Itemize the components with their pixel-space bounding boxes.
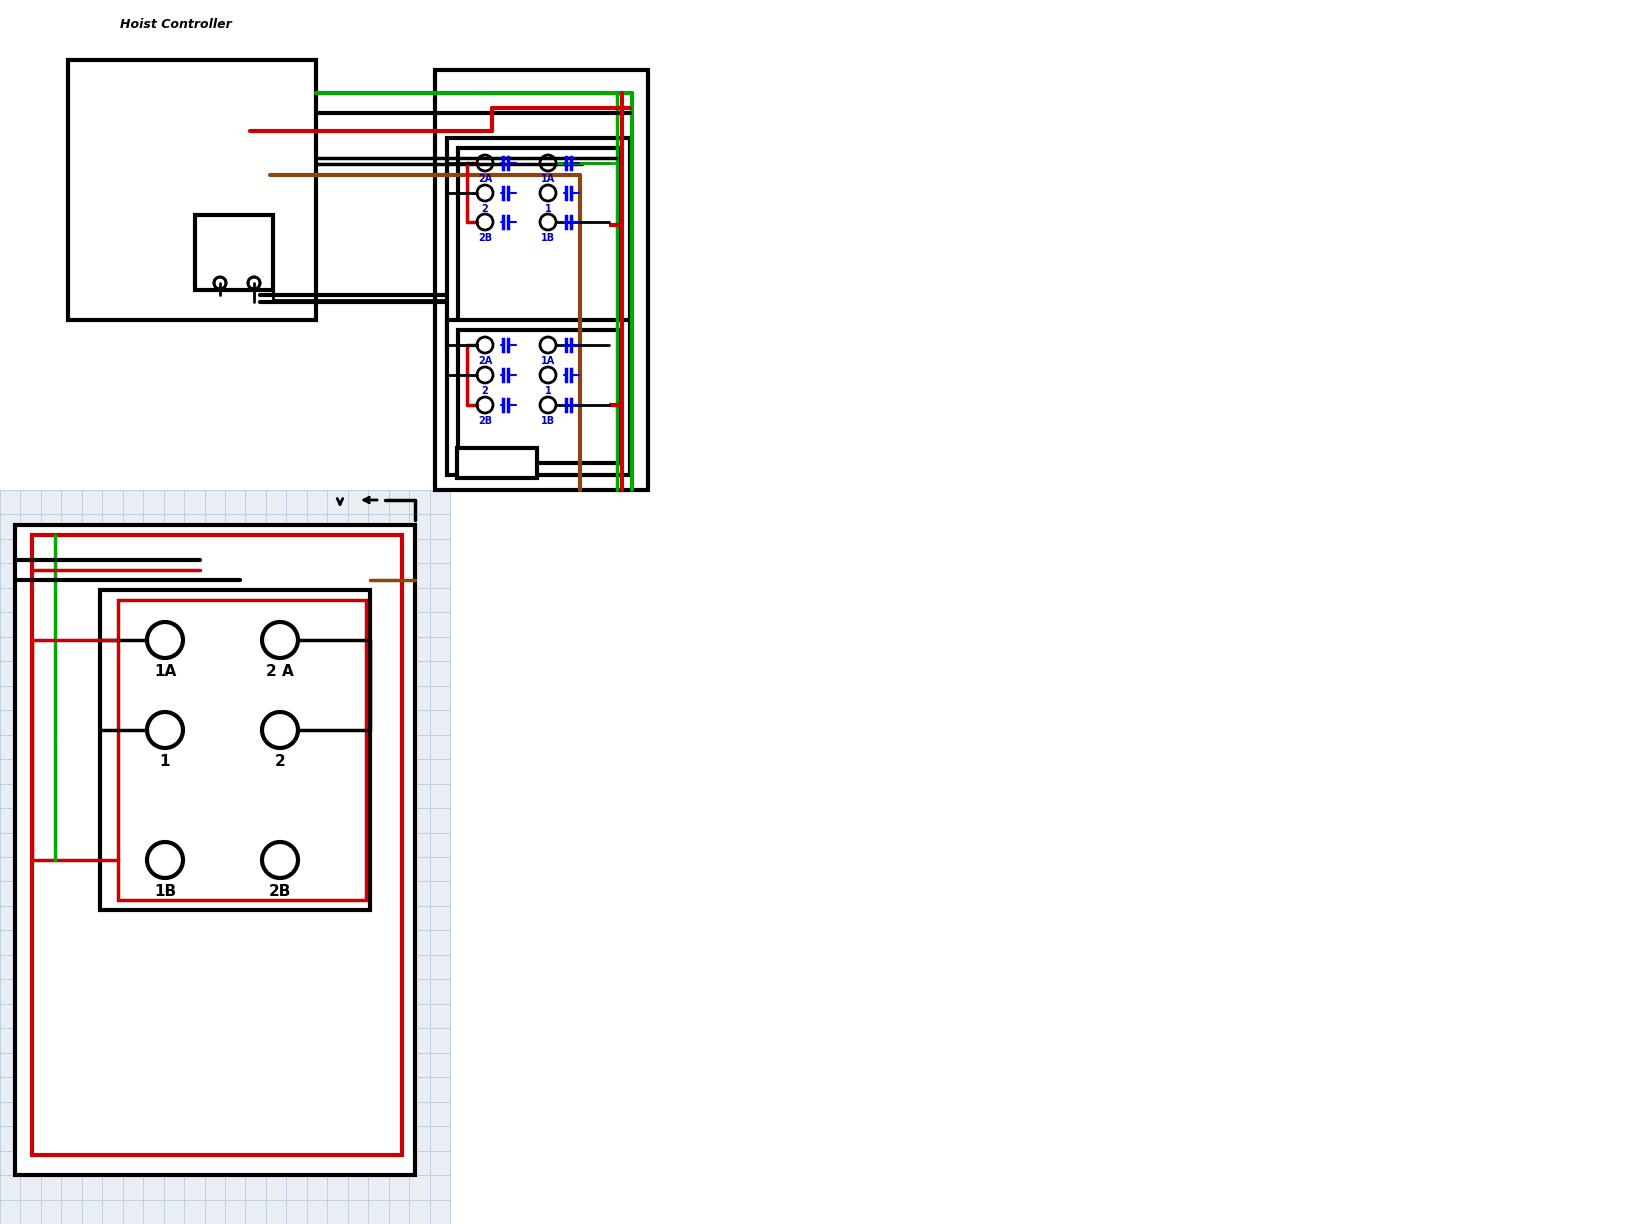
Text: 2: 2 — [481, 204, 488, 214]
Bar — [69, 60, 317, 319]
Text: 1: 1 — [545, 204, 552, 214]
Text: 1B: 1B — [540, 416, 555, 426]
Text: 2B: 2B — [478, 233, 493, 244]
Bar — [33, 535, 401, 1155]
Text: 2B: 2B — [269, 884, 290, 898]
Text: 1A: 1A — [540, 174, 555, 184]
Bar — [100, 590, 370, 909]
Bar — [447, 319, 630, 475]
Bar — [459, 330, 620, 463]
Bar — [447, 138, 630, 351]
Text: 2A: 2A — [478, 174, 493, 184]
Bar — [118, 600, 366, 900]
Text: 1B: 1B — [540, 233, 555, 244]
Bar — [436, 70, 648, 490]
Text: 2 A: 2 A — [266, 663, 294, 679]
Text: 1: 1 — [160, 754, 170, 769]
Bar — [457, 448, 537, 479]
Bar — [15, 525, 415, 1175]
Text: 2B: 2B — [478, 416, 493, 426]
Text: 2A: 2A — [478, 356, 493, 366]
Text: 1A: 1A — [153, 663, 176, 679]
Text: 2: 2 — [274, 754, 286, 769]
Text: 1: 1 — [545, 386, 552, 397]
Bar — [194, 215, 273, 290]
Bar — [459, 148, 620, 340]
Bar — [0, 490, 450, 1224]
Text: 1B: 1B — [153, 884, 176, 898]
Text: 1A: 1A — [540, 356, 555, 366]
Text: Hoist Controller: Hoist Controller — [121, 18, 232, 31]
Text: 2: 2 — [481, 386, 488, 397]
